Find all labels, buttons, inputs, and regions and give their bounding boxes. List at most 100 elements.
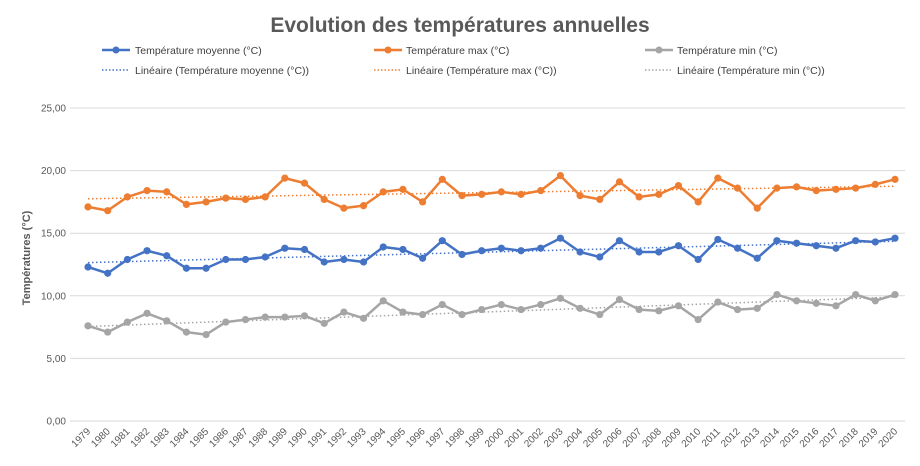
data-point <box>281 313 289 321</box>
legend-label-trend-moyenne: Linéaire (Température moyenne (°C)) <box>135 65 309 77</box>
data-point <box>438 300 446 309</box>
data-point <box>84 203 92 211</box>
x-tick-label: 1983 <box>148 426 172 450</box>
series-group <box>84 290 899 339</box>
x-tick-label: 2004 <box>562 426 586 450</box>
data-point <box>123 255 131 264</box>
data-point <box>556 172 564 180</box>
x-tick-label: 1988 <box>247 426 271 450</box>
data-point <box>241 195 250 203</box>
x-tick-label: 1980 <box>89 426 113 450</box>
gridlines <box>70 107 905 422</box>
data-point <box>871 238 879 246</box>
data-point <box>792 239 801 247</box>
data-point <box>714 235 722 244</box>
y-tick-label: 20,00 <box>41 166 66 177</box>
data-point <box>320 195 328 203</box>
x-tick-label: 2003 <box>542 426 566 450</box>
legend-item-trend-moyenne: Linéaire (Température moyenne (°C)) <box>102 65 309 77</box>
x-tick-label: 2015 <box>778 426 802 450</box>
data-point <box>674 182 683 190</box>
data-point <box>281 174 289 182</box>
data-point <box>438 175 446 183</box>
x-tick-label: 1995 <box>385 426 409 450</box>
x-tick-label: 2020 <box>877 426 901 450</box>
x-tick-label: 1998 <box>444 426 468 450</box>
x-axis-ticks: 1979198019811982198319841985198619871988… <box>70 426 901 450</box>
data-point <box>891 175 899 183</box>
data-point <box>478 247 486 255</box>
series-group <box>84 234 899 277</box>
data-point <box>753 304 761 312</box>
data-point <box>576 304 584 312</box>
data-point <box>241 315 250 324</box>
data-point <box>694 198 702 206</box>
legend-label-min: Température min (°C) <box>677 45 777 57</box>
data-point <box>300 245 309 254</box>
data-point <box>576 248 584 256</box>
legend-item-min: Température min (°C) <box>645 45 777 57</box>
data-point <box>891 234 899 242</box>
x-tick-label: 1997 <box>424 426 448 450</box>
data-point <box>359 314 368 322</box>
data-point <box>202 264 210 272</box>
data-point <box>812 242 820 250</box>
x-tick-label: 2019 <box>857 426 881 450</box>
x-tick-label: 1992 <box>325 426 349 450</box>
trendline <box>87 240 896 264</box>
data-point <box>340 308 348 316</box>
data-point <box>379 188 387 196</box>
data-point <box>261 193 269 201</box>
data-point <box>104 328 112 336</box>
data-point <box>222 194 230 202</box>
data-point <box>773 237 781 245</box>
x-tick-label: 2005 <box>581 426 605 450</box>
data-point <box>182 328 191 336</box>
data-point <box>733 184 742 192</box>
y-tick-label: 5,00 <box>47 354 67 365</box>
series-line <box>87 174 896 212</box>
y-axis-ticks: 0,00 5,00 10,00 15,00 20,00 25,00 <box>41 104 66 428</box>
data-point <box>517 247 525 255</box>
data-point <box>615 237 624 245</box>
data-point <box>635 248 643 256</box>
y-tick-label: 0,00 <box>47 417 67 428</box>
data-point <box>300 179 309 187</box>
data-point <box>596 310 604 319</box>
data-point <box>182 264 191 272</box>
x-tick-label: 2016 <box>798 426 822 450</box>
data-point <box>537 187 545 195</box>
data-point <box>340 204 348 212</box>
data-point <box>419 198 427 206</box>
data-point <box>733 244 742 252</box>
x-tick-label: 1982 <box>129 426 153 450</box>
data-point <box>773 184 781 192</box>
x-tick-label: 1984 <box>168 426 192 450</box>
x-tick-label: 2008 <box>640 426 664 450</box>
data-point <box>615 178 624 186</box>
data-point <box>340 255 348 264</box>
data-point <box>458 192 466 200</box>
y-axis-label: Températures (°C) <box>21 210 33 305</box>
legend-label-moyenne: Température moyenne (°C) <box>135 45 262 57</box>
data-point <box>812 299 820 307</box>
data-point <box>123 318 131 326</box>
data-point <box>832 185 840 193</box>
legend-marker-max <box>384 46 392 54</box>
data-point <box>714 174 722 182</box>
data-point <box>399 245 407 254</box>
data-point <box>832 302 840 310</box>
data-point <box>674 302 683 310</box>
data-point <box>832 244 840 252</box>
x-tick-label: 2017 <box>818 426 842 450</box>
data-point <box>655 190 663 198</box>
data-point <box>792 183 801 191</box>
x-tick-label: 2009 <box>660 426 684 450</box>
legend: Température moyenne (°C) Température max… <box>102 45 825 77</box>
x-tick-label: 1996 <box>404 426 428 450</box>
data-point <box>635 193 643 201</box>
data-point <box>123 193 131 201</box>
data-point <box>753 254 761 262</box>
